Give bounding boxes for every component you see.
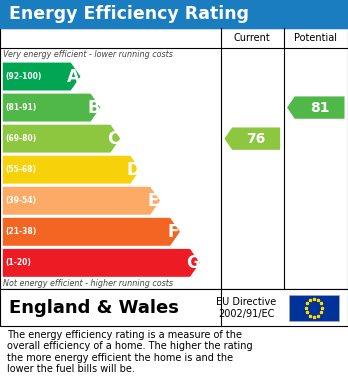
Polygon shape: [3, 187, 160, 215]
Text: 76: 76: [246, 132, 266, 145]
Text: Energy Efficiency Rating: Energy Efficiency Rating: [9, 5, 249, 23]
Polygon shape: [3, 249, 200, 277]
Text: 81: 81: [310, 100, 330, 115]
Polygon shape: [3, 156, 140, 184]
Bar: [0, 0, 348, 28]
Text: Current: Current: [234, 33, 271, 43]
Text: The energy efficiency rating is a measure of the
overall efficiency of a home. T: The energy efficiency rating is a measur…: [7, 330, 253, 375]
Bar: [0, 289, 348, 326]
Polygon shape: [287, 97, 345, 119]
Text: Potential: Potential: [294, 33, 337, 43]
Text: (21-38): (21-38): [5, 227, 37, 236]
Text: (39-54): (39-54): [5, 196, 36, 205]
Text: E: E: [148, 192, 159, 210]
Polygon shape: [3, 63, 80, 90]
Text: Very energy efficient - lower running costs: Very energy efficient - lower running co…: [3, 50, 173, 59]
Text: B: B: [87, 99, 100, 117]
Text: EU Directive
2002/91/EC: EU Directive 2002/91/EC: [216, 297, 276, 319]
Text: C: C: [107, 130, 120, 148]
Text: A: A: [67, 68, 80, 86]
Text: G: G: [186, 254, 200, 272]
Text: D: D: [126, 161, 140, 179]
Polygon shape: [3, 93, 100, 122]
Text: F: F: [167, 223, 179, 241]
Text: (1-20): (1-20): [5, 258, 31, 267]
Polygon shape: [224, 127, 280, 150]
Bar: [289, 294, 339, 321]
Text: England & Wales: England & Wales: [9, 299, 179, 317]
Text: (81-91): (81-91): [5, 103, 37, 112]
Text: (69-80): (69-80): [5, 134, 37, 143]
Text: Not energy efficient - higher running costs: Not energy efficient - higher running co…: [3, 279, 174, 289]
Polygon shape: [3, 218, 180, 246]
Bar: [0, 28, 348, 289]
Text: (55-68): (55-68): [5, 165, 36, 174]
Polygon shape: [3, 125, 120, 152]
Text: (92-100): (92-100): [5, 72, 42, 81]
